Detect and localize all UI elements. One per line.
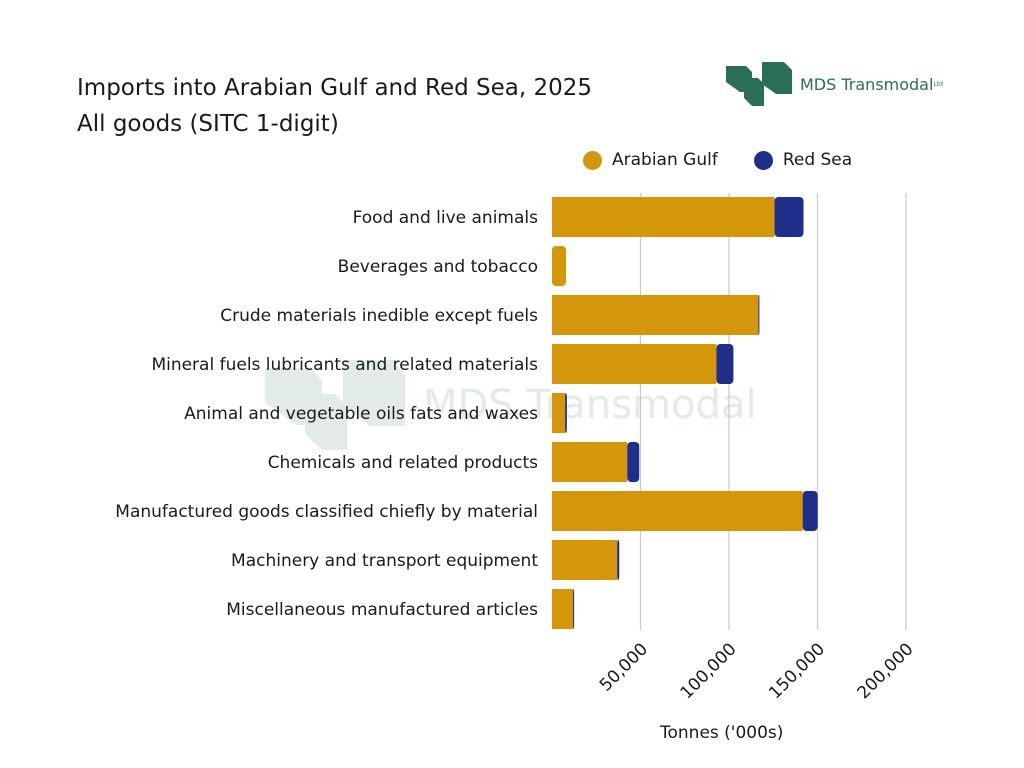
watermark: MDS Transmodal (265, 360, 757, 450)
bar-arabian-gulf (552, 540, 618, 580)
chart-title: Imports into Arabian Gulf and Red Sea, 2… (77, 70, 592, 142)
category-label: Mineral fuels lubricants and related mat… (151, 355, 538, 375)
logo-icon (726, 62, 792, 106)
bar-red-sea (565, 393, 567, 433)
bar-arabian-gulf (552, 246, 566, 286)
category-label: Food and live animals (353, 208, 539, 228)
bar-arabian-gulf (552, 295, 759, 335)
subtitle-line: All goods (SITC 1-digit) (77, 111, 339, 137)
bar-arabian-gulf (552, 344, 717, 384)
bar-arabian-gulf (552, 589, 574, 629)
bar-red-sea (627, 442, 640, 482)
watermark-text: MDS Transmodal (423, 382, 757, 428)
legend-label: Arabian Gulf (612, 150, 718, 170)
watermark-logo-icon (265, 360, 405, 450)
logo: MDS Transmodal Ltd (726, 62, 943, 106)
category-label: Chemicals and related products (268, 453, 538, 473)
legend-label: Red Sea (782, 150, 853, 170)
x-tick-label: 50,000 (596, 639, 652, 695)
x-tick-label: 100,000 (677, 639, 741, 703)
bar-red-sea (802, 491, 818, 531)
category-label: Manufactured goods classified chiefly by… (115, 502, 538, 522)
legend-item-red-sea: Red Sea (753, 150, 853, 170)
legend: Arabian Gulf Red Sea (583, 150, 852, 170)
legend-item-arabian-gulf: Arabian Gulf (583, 150, 718, 170)
bar-arabian-gulf (552, 491, 803, 531)
category-label: Machinery and transport equipment (231, 551, 538, 571)
bar-arabian-gulf (552, 197, 775, 237)
bar-red-sea (573, 589, 575, 629)
title-line: Imports into Arabian Gulf and Red Sea, 2… (77, 75, 593, 101)
x-axis-label: Tonnes ('000s) (660, 723, 784, 743)
bar-red-sea (716, 344, 734, 384)
logo-suffix: Ltd (933, 80, 943, 88)
category-label: Miscellaneous manufactured articles (226, 600, 538, 620)
category-label: Animal and vegetable oils fats and waxes (184, 404, 538, 424)
bar-arabian-gulf (552, 393, 566, 433)
x-tick-label: 200,000 (854, 639, 918, 703)
bar-arabian-gulf (552, 442, 628, 482)
legend-swatch (583, 150, 602, 170)
bar-red-sea (617, 540, 620, 580)
bar-red-sea (758, 295, 760, 335)
category-label: Crude materials inedible except fuels (220, 306, 538, 326)
category-label: Beverages and tobacco (338, 257, 538, 277)
logo-text: MDS Transmodal (800, 74, 934, 94)
legend-swatch (753, 150, 773, 170)
x-tick-label: 150,000 (765, 639, 829, 703)
bar-red-sea (774, 197, 804, 237)
